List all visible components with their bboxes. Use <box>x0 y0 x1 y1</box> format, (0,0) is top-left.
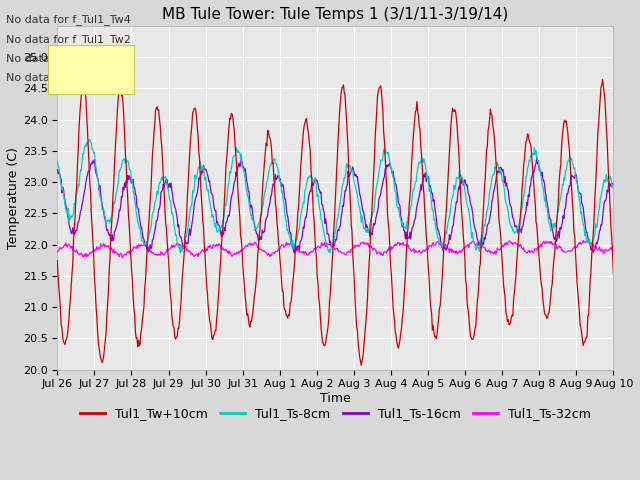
Y-axis label: Temperature (C): Temperature (C) <box>7 147 20 249</box>
Legend: Tul1_Tw+10cm, Tul1_Ts-8cm, Tul1_Ts-16cm, Tul1_Ts-32cm: Tul1_Tw+10cm, Tul1_Ts-8cm, Tul1_Ts-16cm,… <box>75 402 596 425</box>
Text: No data for f_Tul1_Tw4: No data for f_Tul1_Tw4 <box>6 14 131 25</box>
X-axis label: Time: Time <box>320 392 351 405</box>
Text: No data for f_Tul1_Tw2: No data for f_Tul1_Tw2 <box>6 34 131 45</box>
Text: No data for f_MBtule: No data for f_MBtule <box>6 72 121 83</box>
Text: No data for f_Tul1_Ts2: No data for f_Tul1_Ts2 <box>6 53 128 64</box>
Text: MBtule: MBtule <box>56 74 100 84</box>
Title: MB Tule Tower: Tule Temps 1 (3/1/11-3/19/14): MB Tule Tower: Tule Temps 1 (3/1/11-3/19… <box>162 7 508 22</box>
